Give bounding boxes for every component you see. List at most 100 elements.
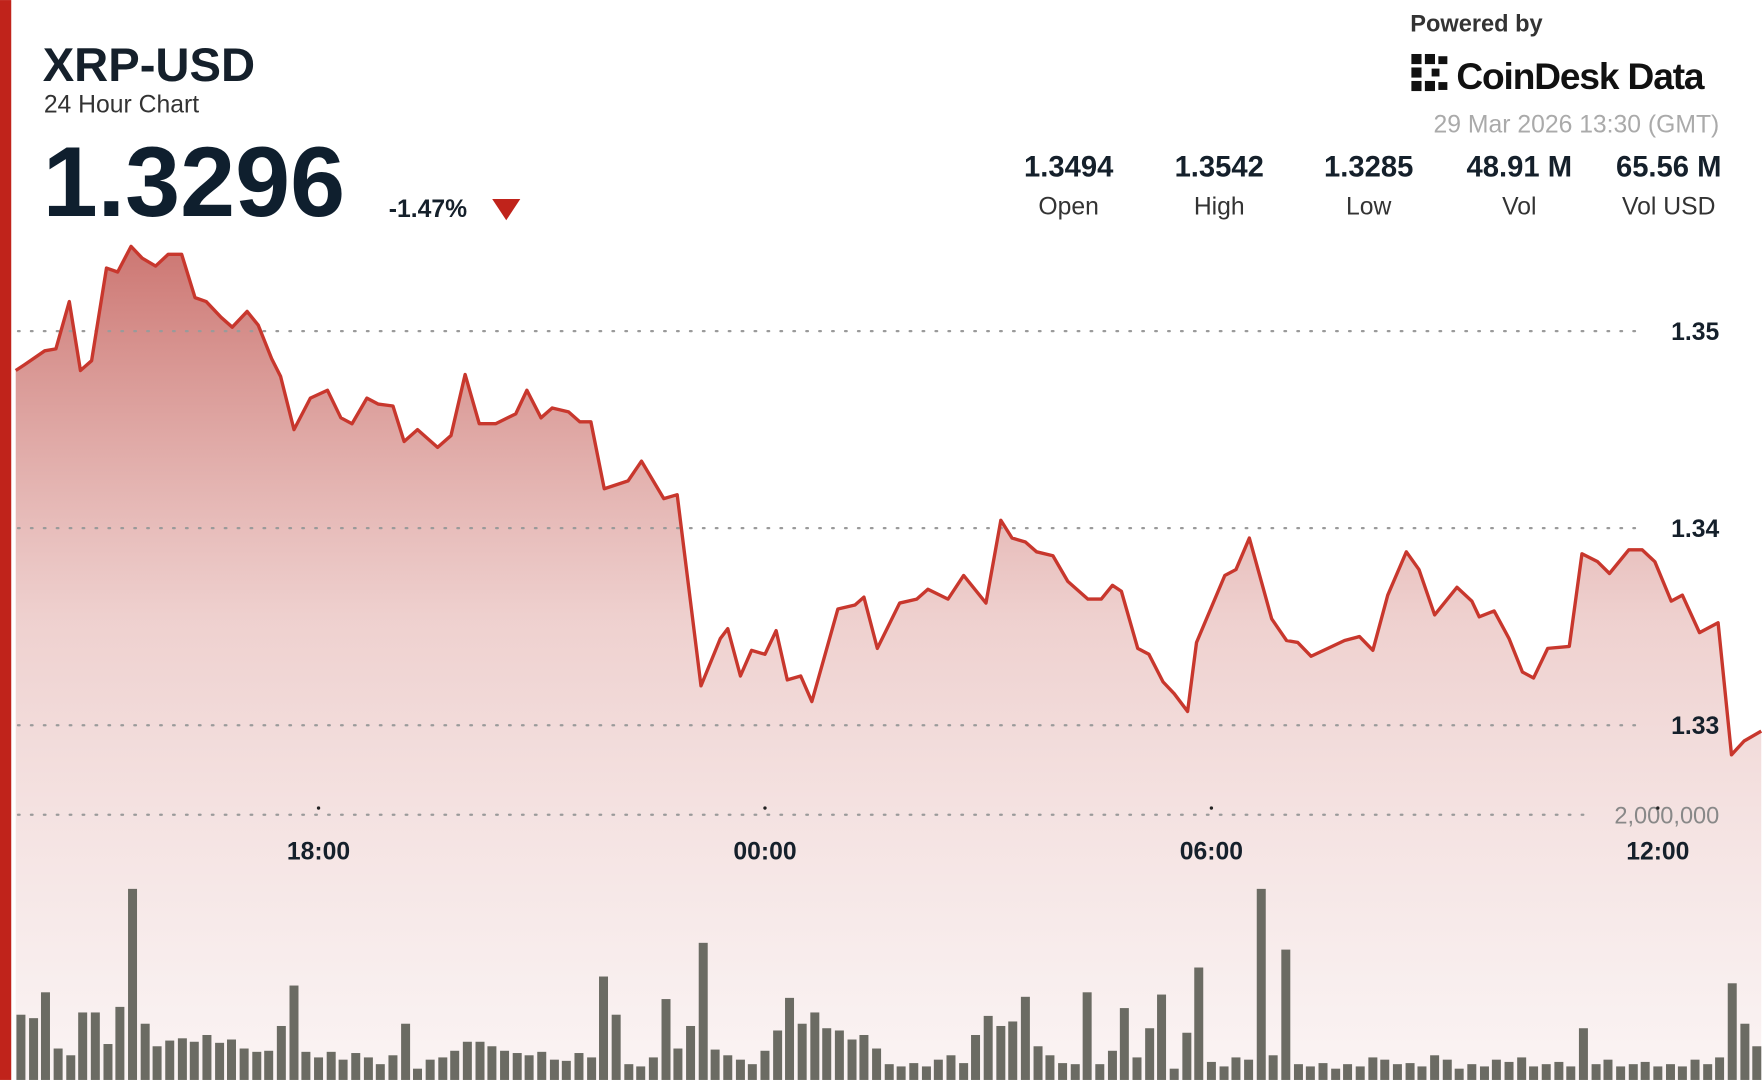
volume-bar	[388, 1055, 398, 1080]
volume-bar	[1454, 1068, 1464, 1080]
volume-bar	[1566, 1066, 1576, 1080]
volume-bar	[500, 1050, 510, 1080]
volume-bar	[1256, 888, 1266, 1080]
x-tick-label: 06:00	[1180, 839, 1243, 866]
volume-bar	[1628, 1064, 1638, 1080]
volume-bar	[1219, 1066, 1229, 1080]
timestamp: 29 Mar 2026 13:30 (GMT)	[1434, 112, 1720, 139]
volume-bar	[252, 1051, 262, 1080]
volume-bar	[1603, 1059, 1613, 1080]
volume-bar	[1182, 1032, 1192, 1080]
brand-logo-icon	[1411, 53, 1448, 92]
volume-bar	[1008, 1021, 1018, 1080]
volume-bar	[859, 1034, 869, 1080]
stat-value: 48.91 M	[1467, 151, 1573, 183]
volume-bar	[971, 1034, 981, 1080]
volume-bar	[872, 1048, 882, 1080]
volume-bar	[177, 1038, 187, 1080]
volume-bar	[1703, 1064, 1713, 1080]
plot-area: 1.33 1.34 1.35 2,000,000 18:00 00:00 06:00 12:0…	[14, 244, 1762, 1080]
volume-bar	[1504, 1061, 1514, 1080]
volume-bar	[1331, 1068, 1341, 1080]
volume-bar	[128, 888, 138, 1080]
volume-bar	[1119, 1008, 1129, 1080]
volume-bar	[1529, 1066, 1539, 1080]
volume-bar	[314, 1057, 324, 1080]
x-tick-mark	[1656, 806, 1660, 810]
x-tick-label: 18:00	[287, 839, 350, 866]
y-tick-label: 1.35	[1671, 319, 1719, 346]
volume-bar	[884, 1064, 894, 1080]
volume-bar	[797, 1023, 807, 1080]
price-line	[14, 244, 1762, 757]
volume-bar	[425, 1059, 435, 1080]
volume-bar	[1268, 1055, 1278, 1080]
volume-bar	[785, 997, 795, 1080]
volume-bar	[1157, 994, 1167, 1080]
volume-bar	[1231, 1057, 1241, 1080]
volume-bar	[29, 1018, 39, 1080]
volume-bar	[1591, 1064, 1601, 1080]
volume-bar	[1355, 1066, 1365, 1080]
volume-bar	[165, 1040, 175, 1080]
volume-bar	[822, 1028, 832, 1080]
volume-bar	[462, 1041, 472, 1080]
volume-bar	[413, 1068, 422, 1080]
volume-bar	[611, 1014, 621, 1080]
volume-bar	[78, 1012, 88, 1080]
y-tick-label: 1.33	[1671, 713, 1719, 740]
volume-bar	[140, 1023, 150, 1080]
volume-bar	[264, 1050, 274, 1080]
volume-bar	[1442, 1059, 1452, 1080]
volume-bar	[1491, 1059, 1501, 1080]
stat-value: 65.56 M	[1616, 151, 1722, 183]
volume-bar	[438, 1057, 448, 1080]
volume-bar	[1467, 1064, 1477, 1080]
volume-bar	[1405, 1063, 1415, 1080]
powered-by: Powered by	[1410, 11, 1542, 37]
volume-bar	[338, 1059, 348, 1080]
volume-bar	[1727, 983, 1737, 1080]
volume-bar	[1517, 1057, 1527, 1080]
accent-bar	[0, 0, 12, 1080]
volume-bar	[735, 1059, 745, 1080]
volume-bar	[1169, 1068, 1179, 1080]
volume-bar	[723, 1055, 733, 1080]
volume-bar	[1479, 1066, 1489, 1080]
volume-bar	[487, 1046, 497, 1080]
x-tick-mark	[1209, 806, 1214, 810]
volume-bar	[1194, 967, 1204, 1080]
volume-bar	[524, 1055, 534, 1080]
volume-bar	[202, 1034, 212, 1080]
volume-bar	[747, 1064, 757, 1080]
volume-bar	[1318, 1063, 1328, 1080]
volume-bar	[698, 942, 708, 1080]
volume-bar	[475, 1041, 485, 1080]
volume-bar	[1070, 1064, 1080, 1080]
volume-bar	[189, 1041, 199, 1080]
volume-bar	[1095, 1064, 1105, 1080]
volume-bar	[810, 1012, 820, 1080]
last-price: 1.3296	[43, 126, 345, 237]
volume-bar	[1640, 1061, 1650, 1080]
volume-bar	[1132, 1057, 1142, 1080]
volume-bar	[1430, 1055, 1440, 1080]
volume-bar	[1392, 1064, 1402, 1080]
brand-name: CoinDesk Data	[1456, 55, 1705, 97]
volume-bar	[301, 1051, 311, 1080]
volume-bar	[1690, 1059, 1700, 1080]
volume-bar	[16, 1014, 26, 1080]
volume-bar	[587, 1057, 597, 1080]
price-change: -1.47%	[389, 196, 467, 223]
volume-bar	[1368, 1057, 1378, 1080]
volume-bar	[90, 1012, 100, 1080]
volume-bar	[946, 1055, 956, 1080]
volume-bar	[909, 1063, 919, 1080]
volume-bar	[1033, 1046, 1043, 1080]
volume-bar	[401, 1023, 411, 1080]
volume-bar	[1293, 1064, 1303, 1080]
volume-bar	[847, 1039, 857, 1080]
chart-subtitle: 24 Hour Chart	[44, 91, 199, 118]
down-arrow	[492, 198, 521, 221]
